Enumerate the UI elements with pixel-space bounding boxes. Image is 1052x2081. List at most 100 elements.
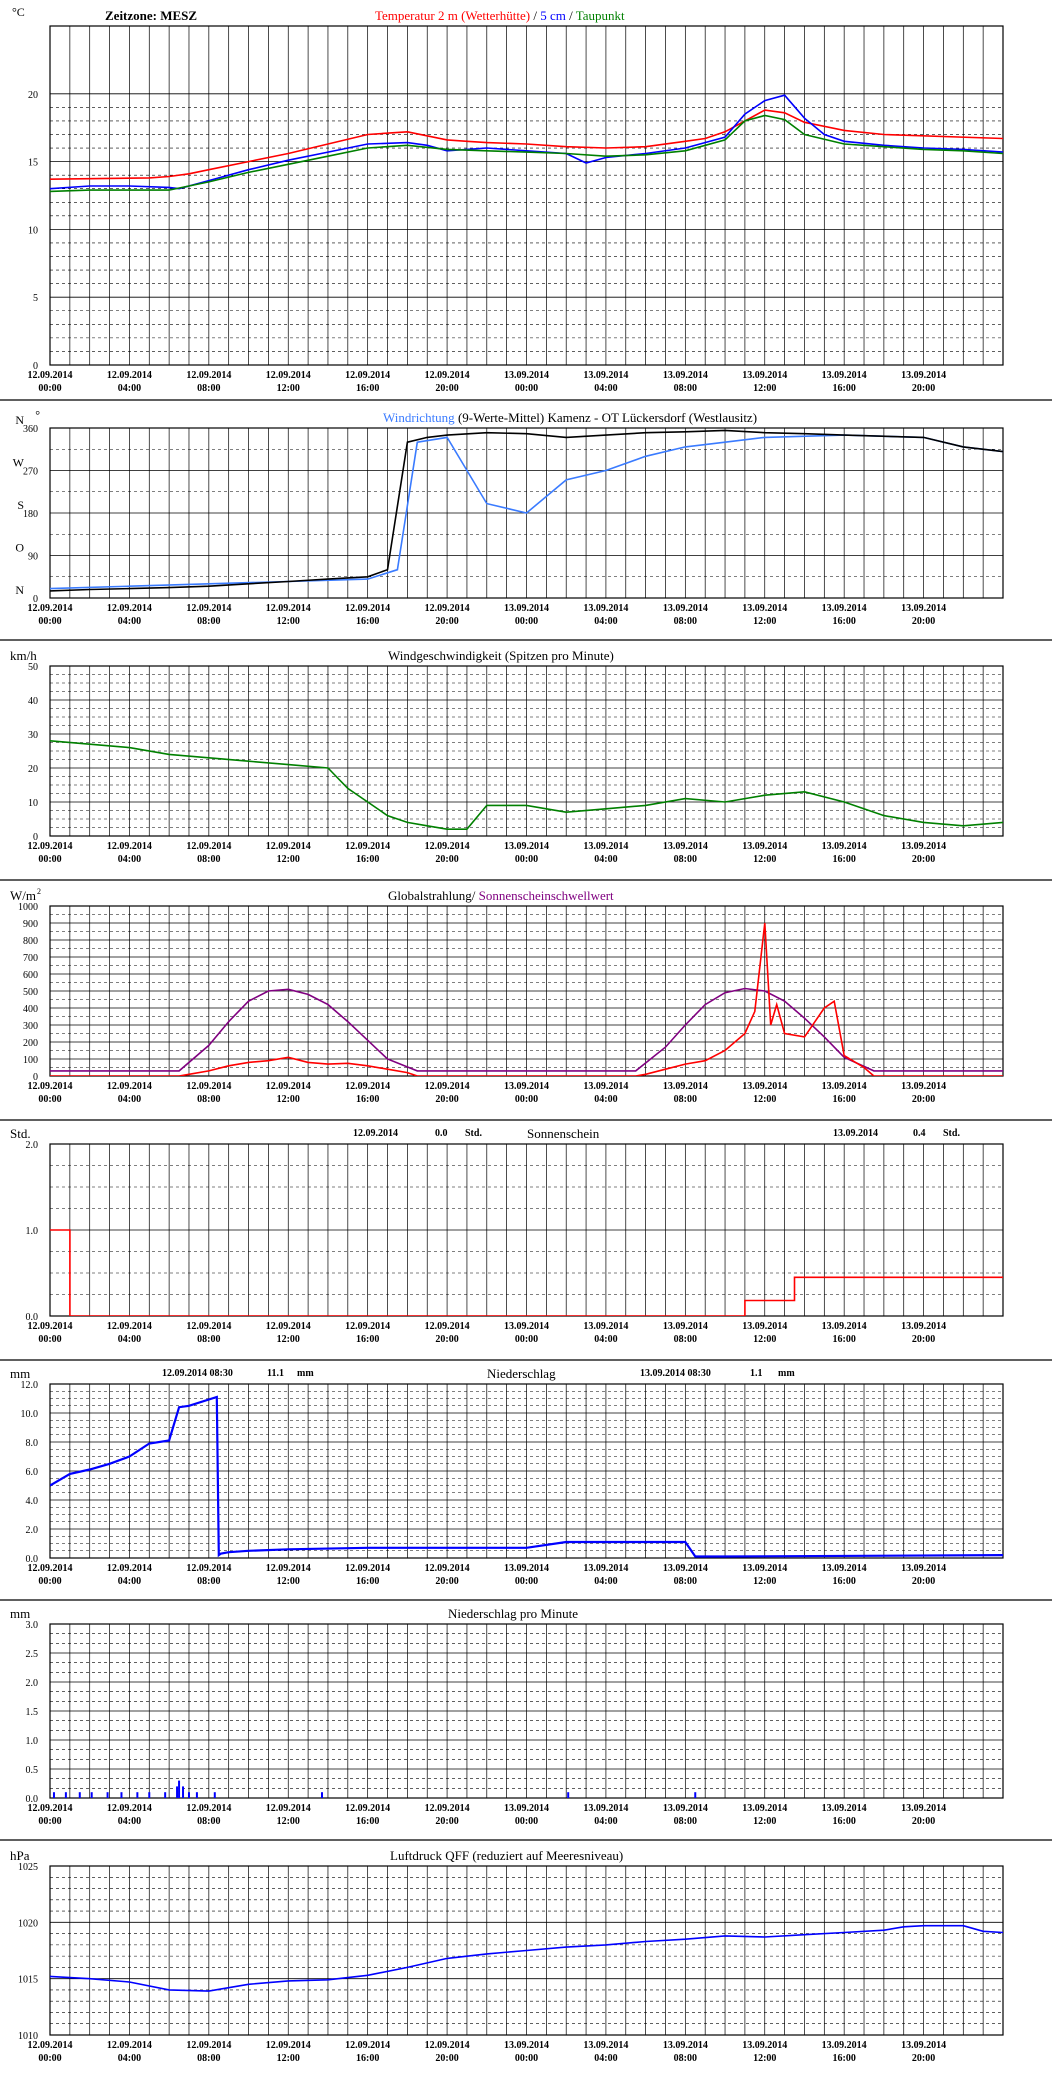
x-tick-date: 12.09.2014 <box>266 1321 311 1332</box>
x-tick-time: 16:00 <box>832 616 855 627</box>
series-line-0 <box>50 987 1003 1072</box>
x-tick-time: 00:00 <box>515 1576 538 1587</box>
panel-sunshine: 0.01.02.0Std.12.09.201400:0012.09.201404… <box>0 1126 1052 1361</box>
x-tick-date: 12.09.2014 <box>266 1563 311 1574</box>
annotation: 13.09.2014 <box>833 1128 878 1139</box>
y-tick-label: 400 <box>23 1004 38 1015</box>
x-tick-date: 13.09.2014 <box>822 1321 867 1332</box>
x-tick-date: 12.09.2014 <box>186 1563 231 1574</box>
x-tick-date: 12.09.2014 <box>266 841 311 852</box>
x-tick-time: 08:00 <box>674 1816 697 1827</box>
y-tick-label: 10 <box>28 798 38 809</box>
series-line-0 <box>50 109 1003 180</box>
x-tick-date: 13.09.2014 <box>901 370 946 381</box>
x-tick-time: 08:00 <box>197 1816 220 1827</box>
x-tick-date: 13.09.2014 <box>901 841 946 852</box>
x-tick-time: 16:00 <box>832 1576 855 1587</box>
x-tick-time: 16:00 <box>832 1094 855 1105</box>
x-tick-time: 16:00 <box>356 1094 379 1105</box>
x-tick-time: 08:00 <box>674 1334 697 1345</box>
y-tick-label: 0 <box>33 361 38 372</box>
x-tick-time: 20:00 <box>912 2053 935 2064</box>
x-tick-time: 00:00 <box>515 854 538 865</box>
plot-frame <box>49 1865 1004 2036</box>
x-tick-date: 12.09.2014 <box>266 1803 311 1814</box>
y-tick-label: 90 <box>28 552 38 563</box>
panel-precip: 0.02.04.06.08.010.012.0mm12.09.201400:00… <box>0 1366 1052 1601</box>
x-tick-time: 00:00 <box>515 2053 538 2064</box>
chart-title: Windgeschwindigkeit (Spitzen pro Minute) <box>388 648 614 663</box>
x-tick-date: 12.09.2014 <box>107 1563 152 1574</box>
x-tick-time: 20:00 <box>435 1576 458 1587</box>
x-tick-time: 00:00 <box>38 2053 61 2064</box>
x-tick-time: 12:00 <box>277 1816 300 1827</box>
x-tick-date: 13.09.2014 <box>742 370 787 381</box>
x-tick-time: 20:00 <box>912 616 935 627</box>
y-tick-label: 2.5 <box>26 1649 39 1660</box>
x-tick-date: 12.09.2014 <box>28 841 73 852</box>
x-tick-date: 13.09.2014 <box>504 1563 549 1574</box>
x-tick-time: 00:00 <box>38 1816 61 1827</box>
x-tick-time: 16:00 <box>356 1334 379 1345</box>
x-tick-time: 04:00 <box>594 616 617 627</box>
chart-title: Niederschlag pro Minute <box>448 1606 578 1621</box>
plot-frame <box>49 427 1004 599</box>
x-tick-time: 12:00 <box>753 616 776 627</box>
x-tick-time: 04:00 <box>594 854 617 865</box>
y-tick-label: 15 <box>28 158 38 169</box>
x-tick-date: 13.09.2014 <box>504 370 549 381</box>
y-tick-label: 1000 <box>18 902 38 913</box>
x-tick-time: 00:00 <box>38 854 61 865</box>
bar <box>694 1792 697 1798</box>
x-tick-date: 12.09.2014 <box>425 1081 470 1092</box>
x-tick-time: 20:00 <box>912 1576 935 1587</box>
x-tick-date: 13.09.2014 <box>504 1803 549 1814</box>
x-tick-time: 08:00 <box>197 854 220 865</box>
x-tick-time: 00:00 <box>38 1094 61 1105</box>
x-tick-date: 12.09.2014 <box>266 370 311 381</box>
x-tick-date: 13.09.2014 <box>583 2040 628 2051</box>
chart-title: Luftdruck QFF (reduziert auf Meeresnivea… <box>390 1848 623 1863</box>
x-tick-time: 16:00 <box>832 854 855 865</box>
bar <box>213 1792 216 1798</box>
plot-frame <box>49 1623 1004 1799</box>
x-tick-time: 20:00 <box>912 383 935 394</box>
y-tick-label: 20 <box>28 764 38 775</box>
x-tick-date: 13.09.2014 <box>822 2040 867 2051</box>
y-tick-label: 0 <box>33 1072 38 1083</box>
plot-frame <box>49 1383 1004 1559</box>
plot-frame <box>49 665 1004 837</box>
y-tick-label: 1025 <box>18 1862 38 1873</box>
x-tick-date: 13.09.2014 <box>583 841 628 852</box>
annotation: 0.0 <box>435 1128 448 1139</box>
x-tick-time: 12:00 <box>753 1576 776 1587</box>
x-tick-time: 00:00 <box>515 1334 538 1345</box>
bar <box>52 1792 55 1798</box>
y-tick-label: 1020 <box>18 1918 38 1929</box>
x-tick-date: 13.09.2014 <box>583 370 628 381</box>
y-tick-label: 500 <box>23 987 38 998</box>
chart-title-part: Sonnenschein <box>527 1126 600 1141</box>
annotation: 12.09.2014 <box>353 1128 398 1139</box>
x-tick-time: 20:00 <box>912 1094 935 1105</box>
x-tick-date: 12.09.2014 <box>345 370 390 381</box>
y-tick-label: 40 <box>28 696 38 707</box>
y-tick-letter: N <box>15 583 24 597</box>
x-tick-date: 13.09.2014 <box>583 1563 628 1574</box>
x-tick-time: 20:00 <box>435 616 458 627</box>
chart-title-part: Kamenz - OT Lückersdorf (Westlausitz) <box>544 410 757 425</box>
x-tick-time: 04:00 <box>118 383 141 394</box>
chart-title-part: 5 cm <box>540 8 566 23</box>
x-tick-time: 12:00 <box>277 2053 300 2064</box>
header-label: Zeitzone: MESZ <box>105 8 197 23</box>
x-tick-time: 20:00 <box>912 1334 935 1345</box>
x-tick-time: 20:00 <box>435 1816 458 1827</box>
y-unit-label: mm <box>10 1606 30 1621</box>
x-tick-time: 04:00 <box>118 616 141 627</box>
bar <box>164 1792 167 1798</box>
x-tick-date: 12.09.2014 <box>345 1803 390 1814</box>
y-unit-label: km/h <box>10 648 37 663</box>
x-tick-time: 16:00 <box>356 854 379 865</box>
annotation: 0.4 <box>913 1128 926 1139</box>
x-tick-date: 13.09.2014 <box>742 2040 787 2051</box>
